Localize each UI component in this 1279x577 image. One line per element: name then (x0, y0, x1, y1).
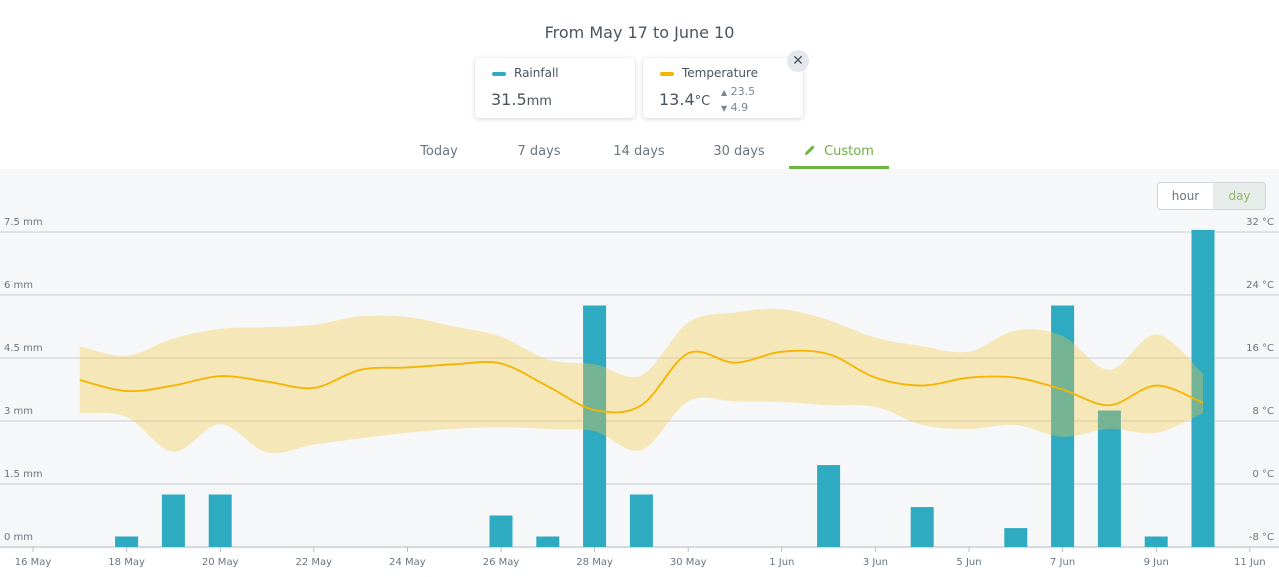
temperature-max: ▲ 23.5 (721, 85, 755, 98)
rainfall-value: 31.5 (491, 90, 527, 109)
tab-30-days[interactable]: 30 days (689, 144, 789, 168)
x-axis-tick-label: 26 May (483, 557, 520, 568)
x-axis-tick-label: 20 May (202, 557, 239, 568)
tab-label: 30 days (713, 144, 765, 159)
y-axis-left-tick-label: 4.5 mm (4, 343, 43, 354)
pencil-icon (804, 144, 816, 159)
tab-custom[interactable]: Custom (789, 144, 889, 169)
y-axis-right-tick-label: 16 °C (1246, 343, 1274, 354)
x-axis-tick-label: 9 Jun (1144, 557, 1169, 568)
rainfall-legend-swatch (492, 72, 506, 76)
rainfall-label: Rainfall (514, 66, 559, 80)
day-toggle-button[interactable]: day (1213, 183, 1265, 209)
tab-label: Today (420, 144, 458, 159)
rainfall-bar (161, 494, 185, 547)
rainfall-bar (1004, 528, 1028, 547)
temperature-min: ▼ 4.9 (721, 101, 748, 114)
y-axis-left-tick-label: 6 mm (4, 280, 33, 291)
page-title: From May 17 to June 10 (544, 23, 735, 42)
tab-14-days[interactable]: 14 days (589, 144, 689, 168)
y-axis-right-tick-label: 24 °C (1246, 280, 1274, 291)
tab-label: 7 days (517, 144, 561, 159)
y-axis-right-tick-label: -8 °C (1249, 532, 1274, 543)
rainfall-unit: mm (526, 94, 552, 109)
y-axis-right-tick-label: 8 °C (1252, 406, 1274, 417)
temperature-card[interactable]: Temperature 13.4°C ▲ 23.5 ▼ 4.9 (643, 58, 803, 118)
temperature-unit: °C (694, 94, 711, 109)
x-axis-tick-label: 7 Jun (1050, 557, 1075, 568)
rainfall-bar (489, 515, 513, 547)
temperature-average: 13.4°C (659, 90, 710, 109)
close-button[interactable]: ✕ (787, 50, 809, 72)
tab-today[interactable]: Today (389, 144, 489, 168)
max-arrow-icon: ▲ (721, 88, 728, 97)
rainfall-total: 31.5mm (491, 90, 552, 109)
y-axis-right-tick-label: 32 °C (1246, 217, 1274, 228)
x-axis-tick-label: 30 May (670, 557, 707, 568)
rainfall-bar (629, 494, 653, 547)
temperature-min-value: 4.9 (730, 101, 749, 114)
x-axis-tick-label: 3 Jun (863, 557, 888, 568)
rainfall-bar (583, 305, 607, 547)
y-axis-left-tick-label: 7.5 mm (4, 217, 43, 228)
x-axis-tick-label: 1 Jun (769, 557, 794, 568)
temperature-value: 13.4 (659, 90, 695, 109)
tab-7-days[interactable]: 7 days (489, 144, 589, 168)
x-axis-tick-label: 22 May (296, 557, 333, 568)
rainfall-bar (208, 494, 232, 547)
temperature-legend-swatch (660, 72, 674, 76)
y-axis-right-tick-label: 0 °C (1252, 469, 1274, 480)
y-axis-left-tick-label: 0 mm (4, 532, 33, 543)
x-axis-tick-label: 24 May (389, 557, 426, 568)
x-axis-tick-label: 16 May (15, 557, 52, 568)
temperature-max-value: 23.5 (730, 85, 756, 98)
close-icon: ✕ (792, 53, 804, 69)
x-axis-tick-label: 28 May (576, 557, 613, 568)
x-axis-tick-label: 11 Jun (1234, 557, 1266, 568)
rainfall-bar (817, 465, 841, 547)
rainfall-bar (910, 507, 934, 547)
y-axis-left-tick-label: 1.5 mm (4, 469, 43, 480)
tab-label: 14 days (613, 144, 665, 159)
granularity-toggle: hour day (1157, 182, 1266, 210)
rainfall-card[interactable]: Rainfall 31.5mm (475, 58, 635, 118)
x-axis-tick-label: 18 May (108, 557, 145, 568)
min-arrow-icon: ▼ (721, 104, 728, 113)
rainfall-bar (115, 536, 139, 547)
rainfall-bar (1191, 229, 1215, 547)
rainfall-bar (536, 536, 560, 547)
rainfall-bar (1097, 410, 1121, 547)
x-axis-tick-label: 5 Jun (956, 557, 981, 568)
temperature-range-band (79, 308, 1203, 454)
rainfall-bar (1051, 305, 1075, 547)
y-axis-left-tick-label: 3 mm (4, 406, 33, 417)
temperature-average-line (79, 349, 1204, 414)
tab-label: Custom (824, 144, 874, 159)
temperature-label: Temperature (682, 66, 759, 80)
rainfall-bar (1144, 536, 1168, 547)
